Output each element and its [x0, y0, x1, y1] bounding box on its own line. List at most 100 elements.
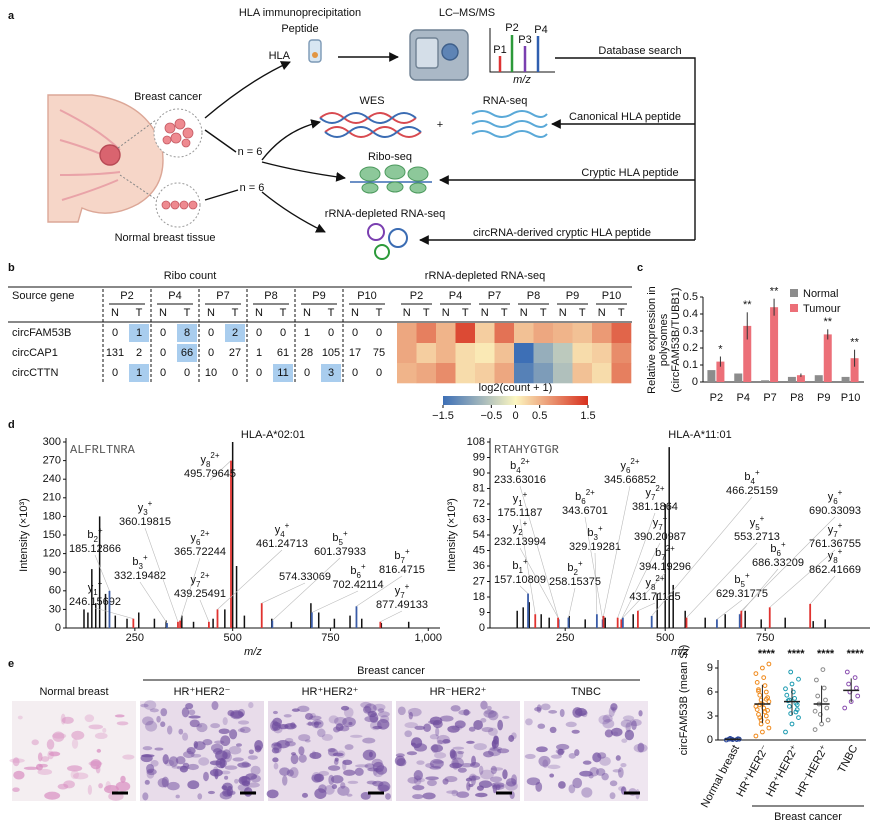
ion-label: b62+: [575, 488, 595, 506]
tissue-blob: [149, 708, 159, 713]
tissue-blob: [215, 750, 228, 761]
y-axis-label: polysomes: [658, 313, 670, 366]
tissue-blob: [116, 721, 129, 726]
heat-cell: [533, 323, 554, 344]
cell: 61: [277, 347, 289, 359]
mz-label: 601.37933: [314, 546, 366, 558]
mz-label: 345.66852: [604, 474, 656, 486]
tissue-blob: [332, 752, 344, 757]
illustration-shape: [407, 166, 429, 182]
tissue-blob: [220, 735, 231, 747]
tissue-blob: [434, 752, 447, 759]
cell: 2: [232, 327, 238, 339]
ion-charge: +: [760, 514, 765, 523]
tissue-blob: [115, 781, 131, 792]
tissue-blob: [621, 738, 628, 743]
tissue-blob: [313, 721, 322, 725]
tissue-blob: [468, 726, 476, 732]
label: RNA-seq: [483, 95, 528, 107]
tissue-blob: [102, 727, 107, 733]
label: P10: [602, 290, 622, 302]
tissue-blob: [309, 752, 322, 760]
ion-index: 7: [661, 553, 666, 562]
tissue-blob: [84, 714, 95, 723]
ion: y: [645, 487, 651, 499]
mz-label: 686.33209: [752, 557, 804, 569]
mz-label: 495.79645: [184, 468, 236, 480]
tissue-blob: [254, 745, 262, 753]
tissue-blob: [542, 759, 549, 768]
tissue-blob: [446, 790, 459, 794]
tissue-blob: [98, 783, 103, 789]
label: P2: [505, 22, 518, 34]
spectrum-title: HLA-A*11:01: [668, 429, 731, 441]
leader-line: [199, 599, 210, 622]
illustration-shape: [182, 127, 194, 139]
tissue-blob: [224, 765, 238, 770]
tissue-blob: [197, 793, 203, 800]
label: T: [423, 307, 430, 319]
tissue-blob: [481, 726, 494, 733]
ion-label: y6+: [828, 488, 843, 506]
dot: [789, 721, 795, 727]
ion-charge: 2+: [655, 574, 664, 583]
tissue-blob: [416, 760, 425, 765]
tissue-blob: [318, 784, 327, 794]
leader-line: [519, 547, 559, 618]
heat-cell: [592, 343, 612, 364]
label: Breast cancer: [134, 91, 202, 103]
tissue-blob: [44, 791, 61, 800]
tissue-blob: [327, 765, 341, 771]
tissue-blob: [466, 740, 475, 744]
tissue-blob: [283, 714, 292, 718]
significance: **: [850, 337, 859, 349]
label: Peptide: [281, 23, 318, 35]
cell: 17: [349, 347, 361, 359]
heat-cell: [572, 343, 593, 364]
dot: [789, 681, 795, 687]
tissue-blob: [624, 729, 635, 741]
ion-index: 7: [401, 556, 406, 565]
x-tick-label: TNBC: [836, 743, 861, 775]
tissue-blob: [429, 716, 443, 726]
ion-charge: +: [148, 499, 153, 508]
leader-line: [380, 610, 403, 623]
mz-label: 365.72244: [174, 546, 226, 558]
tissue-blob: [487, 727, 498, 736]
colorbar-tick-label: 0: [512, 410, 518, 422]
ion-charge: 2+: [200, 529, 209, 538]
tissue-blob: [435, 726, 440, 737]
ion-label: b1+: [512, 557, 528, 575]
ion-charge: +: [405, 547, 410, 556]
tissue-blob: [321, 733, 333, 741]
label: circCTTN: [12, 367, 58, 379]
tissue-blob: [475, 792, 488, 798]
tissue-blob: [615, 755, 621, 761]
mz-label: 343.6701: [562, 505, 608, 517]
tissue-blob: [175, 756, 186, 765]
tissue-blob: [638, 710, 643, 717]
ion-index: 5: [755, 523, 760, 532]
label: Ribo-seq: [368, 151, 412, 163]
ion-label: y62+: [620, 457, 639, 475]
dot: [757, 702, 763, 708]
cell: 27: [229, 347, 241, 359]
tissue-blob: [597, 752, 607, 759]
tissue-blob: [88, 724, 104, 730]
tissue-blob: [534, 706, 542, 712]
y-tick-label: 63: [473, 513, 485, 525]
tissue-blob: [150, 760, 159, 767]
tissue-blob: [582, 760, 592, 765]
tissue-blob: [422, 792, 436, 800]
tissue-blob: [210, 723, 221, 729]
tissue-blob: [317, 728, 326, 738]
tissue-blob: [483, 709, 497, 718]
leader-line: [594, 552, 598, 615]
ion-index: 3: [143, 508, 148, 517]
tissue-blob: [304, 739, 311, 743]
tissue-blob: [301, 792, 309, 798]
tissue-blob: [161, 776, 170, 788]
dot: [794, 707, 800, 712]
leader-line: [217, 549, 283, 610]
ion: y: [88, 582, 94, 594]
